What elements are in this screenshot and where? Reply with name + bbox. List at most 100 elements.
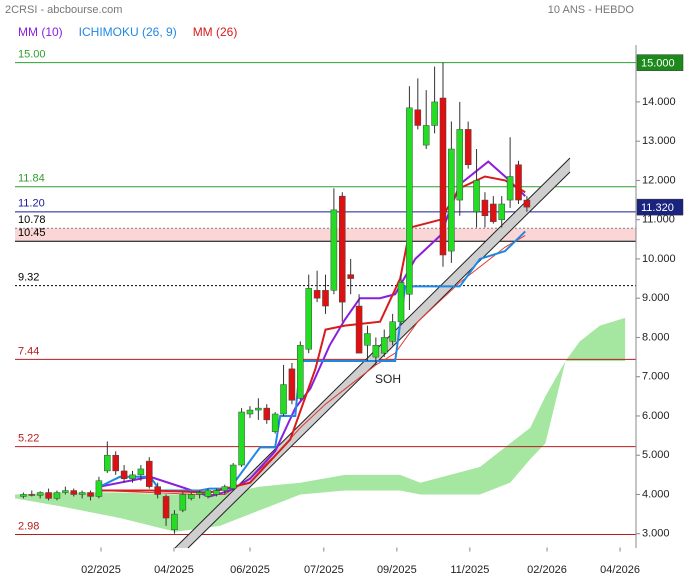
candle-body bbox=[255, 407, 262, 411]
candle-body bbox=[431, 101, 438, 126]
level-label: 10.45 bbox=[18, 227, 46, 239]
level-label: 2.98 bbox=[18, 520, 39, 532]
y-tick-label: 3.000 bbox=[642, 528, 670, 540]
candle-body bbox=[439, 97, 447, 256]
candle-body bbox=[364, 333, 371, 346]
candle-body bbox=[372, 345, 380, 358]
annotation: SOH bbox=[375, 372, 401, 386]
level-zone bbox=[15, 228, 636, 242]
x-tick-label: 09/2025 bbox=[377, 564, 417, 576]
candle-body bbox=[406, 107, 413, 295]
candle-body bbox=[221, 486, 229, 491]
y-tick-label: 6.000 bbox=[642, 410, 670, 422]
axis-layer: 3.000 4.000 5.000 6.000 7.000 8.000 9.000 10.00… bbox=[81, 54, 684, 576]
candle-body bbox=[523, 199, 531, 208]
candle-body bbox=[515, 164, 522, 201]
candle-body bbox=[196, 492, 203, 495]
legend-entry: ICHIMOKU (26, 9) bbox=[79, 25, 177, 39]
level-label: 5.22 bbox=[18, 432, 39, 444]
candle-body bbox=[271, 413, 279, 432]
candle-body bbox=[280, 384, 287, 415]
chart-subtitle: 10 ANS - HEBDO bbox=[548, 4, 635, 16]
price-tag-label: 15.000 bbox=[641, 58, 675, 70]
y-tick-label: 9.000 bbox=[642, 292, 670, 304]
candle-body bbox=[70, 490, 78, 495]
x-tick-label: 02/2026 bbox=[527, 564, 567, 576]
cloud-layer bbox=[15, 317, 626, 532]
candle-body bbox=[448, 148, 455, 252]
candle-body bbox=[389, 321, 396, 342]
x-tick-label: 04/2025 bbox=[154, 564, 194, 576]
y-tick-label: 4.000 bbox=[642, 488, 670, 500]
candle-body bbox=[62, 490, 69, 493]
candle-body bbox=[305, 288, 312, 350]
candle-body bbox=[414, 109, 422, 126]
candle-body bbox=[53, 492, 61, 499]
chart-title: 2CRSI - abcbourse.com bbox=[5, 4, 122, 16]
level-label: 11.84 bbox=[18, 173, 45, 185]
legend-entry: MM (26) bbox=[193, 25, 238, 39]
candle-body bbox=[288, 368, 296, 401]
candle-body bbox=[422, 125, 430, 146]
y-tick-label: 13.000 bbox=[642, 135, 676, 147]
candle-body bbox=[187, 494, 195, 499]
price-tag bbox=[636, 198, 684, 216]
price-tag bbox=[636, 54, 684, 71]
candle-body bbox=[95, 480, 103, 497]
candle-body bbox=[179, 494, 187, 511]
y-tick-label: 11.000 bbox=[642, 214, 675, 226]
candle-body bbox=[322, 290, 329, 307]
series-line bbox=[99, 175, 526, 494]
candle-body bbox=[162, 496, 170, 519]
level-label: 11.20 bbox=[18, 198, 45, 210]
candle-body bbox=[129, 474, 136, 480]
candle-body bbox=[20, 494, 27, 497]
level-label: 15.00 bbox=[18, 49, 46, 61]
candle-body bbox=[137, 468, 145, 476]
candle-body bbox=[263, 407, 271, 421]
candle-body bbox=[397, 282, 405, 322]
candle-body bbox=[490, 203, 497, 222]
candle-body bbox=[112, 454, 119, 472]
y-tick-label: 14.000 bbox=[642, 96, 676, 108]
channel-lower bbox=[187, 171, 571, 549]
level-label: 10.78 bbox=[18, 214, 46, 226]
y-tick-label: 5.000 bbox=[642, 449, 670, 461]
price-tag-label: 11.320 bbox=[641, 202, 674, 214]
candle-body bbox=[347, 274, 354, 279]
candle-body bbox=[464, 129, 472, 165]
candle-body bbox=[506, 176, 514, 201]
y-tick-label: 10.000 bbox=[642, 253, 676, 265]
candle-body bbox=[380, 337, 388, 354]
x-tick-label: 11/2025 bbox=[450, 564, 489, 576]
candle-body bbox=[28, 494, 36, 496]
candle-body bbox=[120, 470, 128, 480]
x-tick-label: 04/2026 bbox=[600, 564, 640, 576]
legend-entry: MM (10) bbox=[18, 25, 63, 39]
candle-body bbox=[213, 490, 220, 495]
candle-body bbox=[456, 129, 464, 201]
candle-body bbox=[154, 486, 161, 495]
candle-body bbox=[481, 199, 489, 217]
candle-body bbox=[339, 195, 346, 303]
candle-body bbox=[473, 180, 480, 213]
y-tick-label: 7.000 bbox=[642, 371, 670, 383]
x-tick-label: 02/2025 bbox=[81, 564, 121, 576]
candle-body bbox=[78, 492, 86, 495]
candle-body bbox=[229, 464, 237, 489]
candle-body bbox=[330, 209, 338, 291]
candle-body bbox=[145, 460, 153, 487]
candle-body bbox=[355, 305, 363, 354]
candle-body bbox=[87, 492, 94, 497]
y-tick-label: 8.000 bbox=[642, 331, 670, 343]
candle-body bbox=[36, 492, 44, 496]
candle-body bbox=[238, 411, 245, 466]
x-tick-label: 06/2025 bbox=[230, 564, 270, 576]
ichimoku-cloud bbox=[15, 317, 626, 532]
candle-body bbox=[297, 345, 304, 399]
candle-body bbox=[204, 490, 212, 497]
candle-body bbox=[313, 290, 321, 299]
level-label: 9.32 bbox=[18, 272, 39, 284]
